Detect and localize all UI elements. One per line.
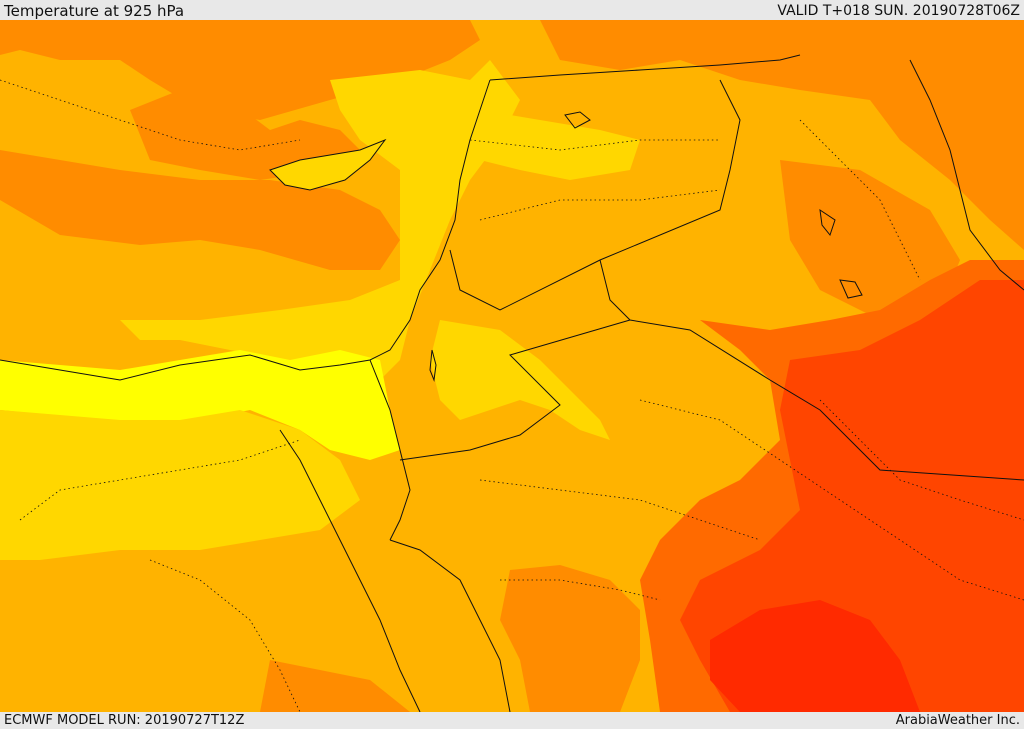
credit-label: ArabiaWeather Inc.: [895, 713, 1020, 728]
temp-zone-orange-med: [0, 150, 400, 270]
temp-zone-orange-hejaz: [500, 565, 640, 712]
temp-zone-red-orange-gulf: [680, 280, 1024, 712]
model-run-label: ECMWF MODEL RUN: 20190727T12Z: [4, 713, 245, 728]
temp-zone-orange-sudan: [260, 660, 410, 712]
country-borders: [0, 54, 1024, 712]
temperature-map: [0, 20, 1024, 712]
temp-zone-orange-north: [0, 20, 480, 120]
map-footer: ECMWF MODEL RUN: 20190727T12Z ArabiaWeat…: [0, 712, 1024, 729]
valid-time-label: VALID T+018 SUN. 20190728T06Z: [777, 3, 1020, 19]
temp-zone-orange-northeast: [540, 20, 1024, 250]
temp-zone-yellow-jordan: [430, 320, 610, 440]
temp-zone-yellow-egypt: [0, 410, 360, 560]
lake-assad: [564, 111, 591, 129]
temp-zone-red-arabia: [710, 600, 920, 712]
temp-zone-yellow-levant: [120, 60, 520, 380]
map-title: Temperature at 925 hPa: [4, 2, 185, 20]
temp-zone-pale-yellow-egypt: [0, 350, 400, 460]
cyprus-island: [269, 138, 387, 191]
dead-sea: [429, 349, 437, 382]
temp-zone-orange-anatolia: [130, 90, 360, 180]
lake-tharthar: [819, 208, 836, 237]
province-borders: [0, 79, 1024, 712]
lake-milh: [839, 279, 863, 299]
temp-zone-orange-east: [780, 160, 960, 320]
map-header: Temperature at 925 hPa VALID T+018 SUN. …: [0, 0, 1024, 20]
temp-zone-yellow-syria: [480, 110, 640, 180]
